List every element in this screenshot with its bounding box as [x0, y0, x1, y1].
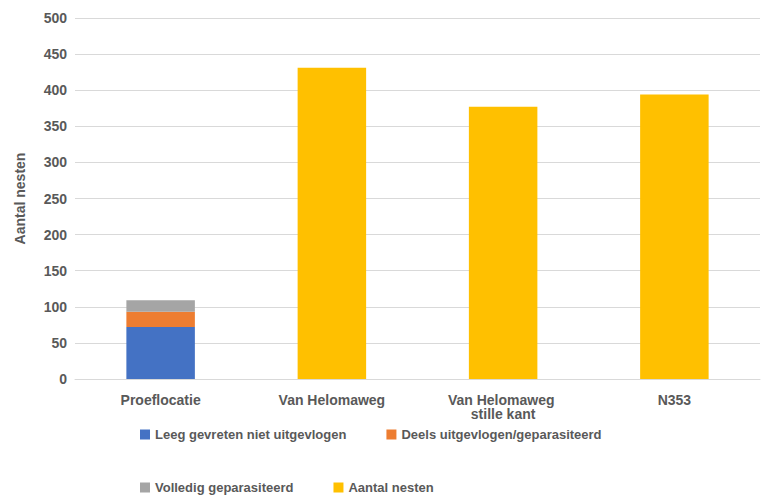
svg-text:500: 500 — [44, 10, 68, 26]
svg-text:200: 200 — [44, 227, 68, 243]
svg-text:150: 150 — [44, 263, 68, 279]
svg-text:stille kant: stille kant — [471, 406, 536, 422]
svg-text:400: 400 — [44, 82, 68, 98]
svg-text:300: 300 — [44, 154, 68, 170]
svg-text:Aantal nesten: Aantal nesten — [348, 480, 433, 495]
svg-text:250: 250 — [44, 191, 68, 207]
svg-text:Aantal nesten: Aantal nesten — [12, 153, 28, 245]
svg-text:Leeg gevreten niet uitgevlogen: Leeg gevreten niet uitgevlogen — [155, 427, 346, 442]
svg-text:0: 0 — [59, 371, 67, 387]
svg-text:350: 350 — [44, 118, 68, 134]
svg-text:Deels uitgevlogen/geparasiteer: Deels uitgevlogen/geparasiteerd — [401, 427, 601, 442]
svg-text:Proeflocatie: Proeflocatie — [121, 392, 201, 408]
svg-text:Volledig geparasiteerd: Volledig geparasiteerd — [155, 480, 294, 495]
svg-text:100: 100 — [44, 299, 68, 315]
svg-text:450: 450 — [44, 46, 68, 62]
svg-text:Van Helomaweg: Van Helomaweg — [279, 392, 386, 408]
svg-text:50: 50 — [51, 335, 67, 351]
svg-text:Van Helomaweg: Van Helomaweg — [447, 392, 559, 408]
svg-text:N353: N353 — [658, 392, 692, 408]
